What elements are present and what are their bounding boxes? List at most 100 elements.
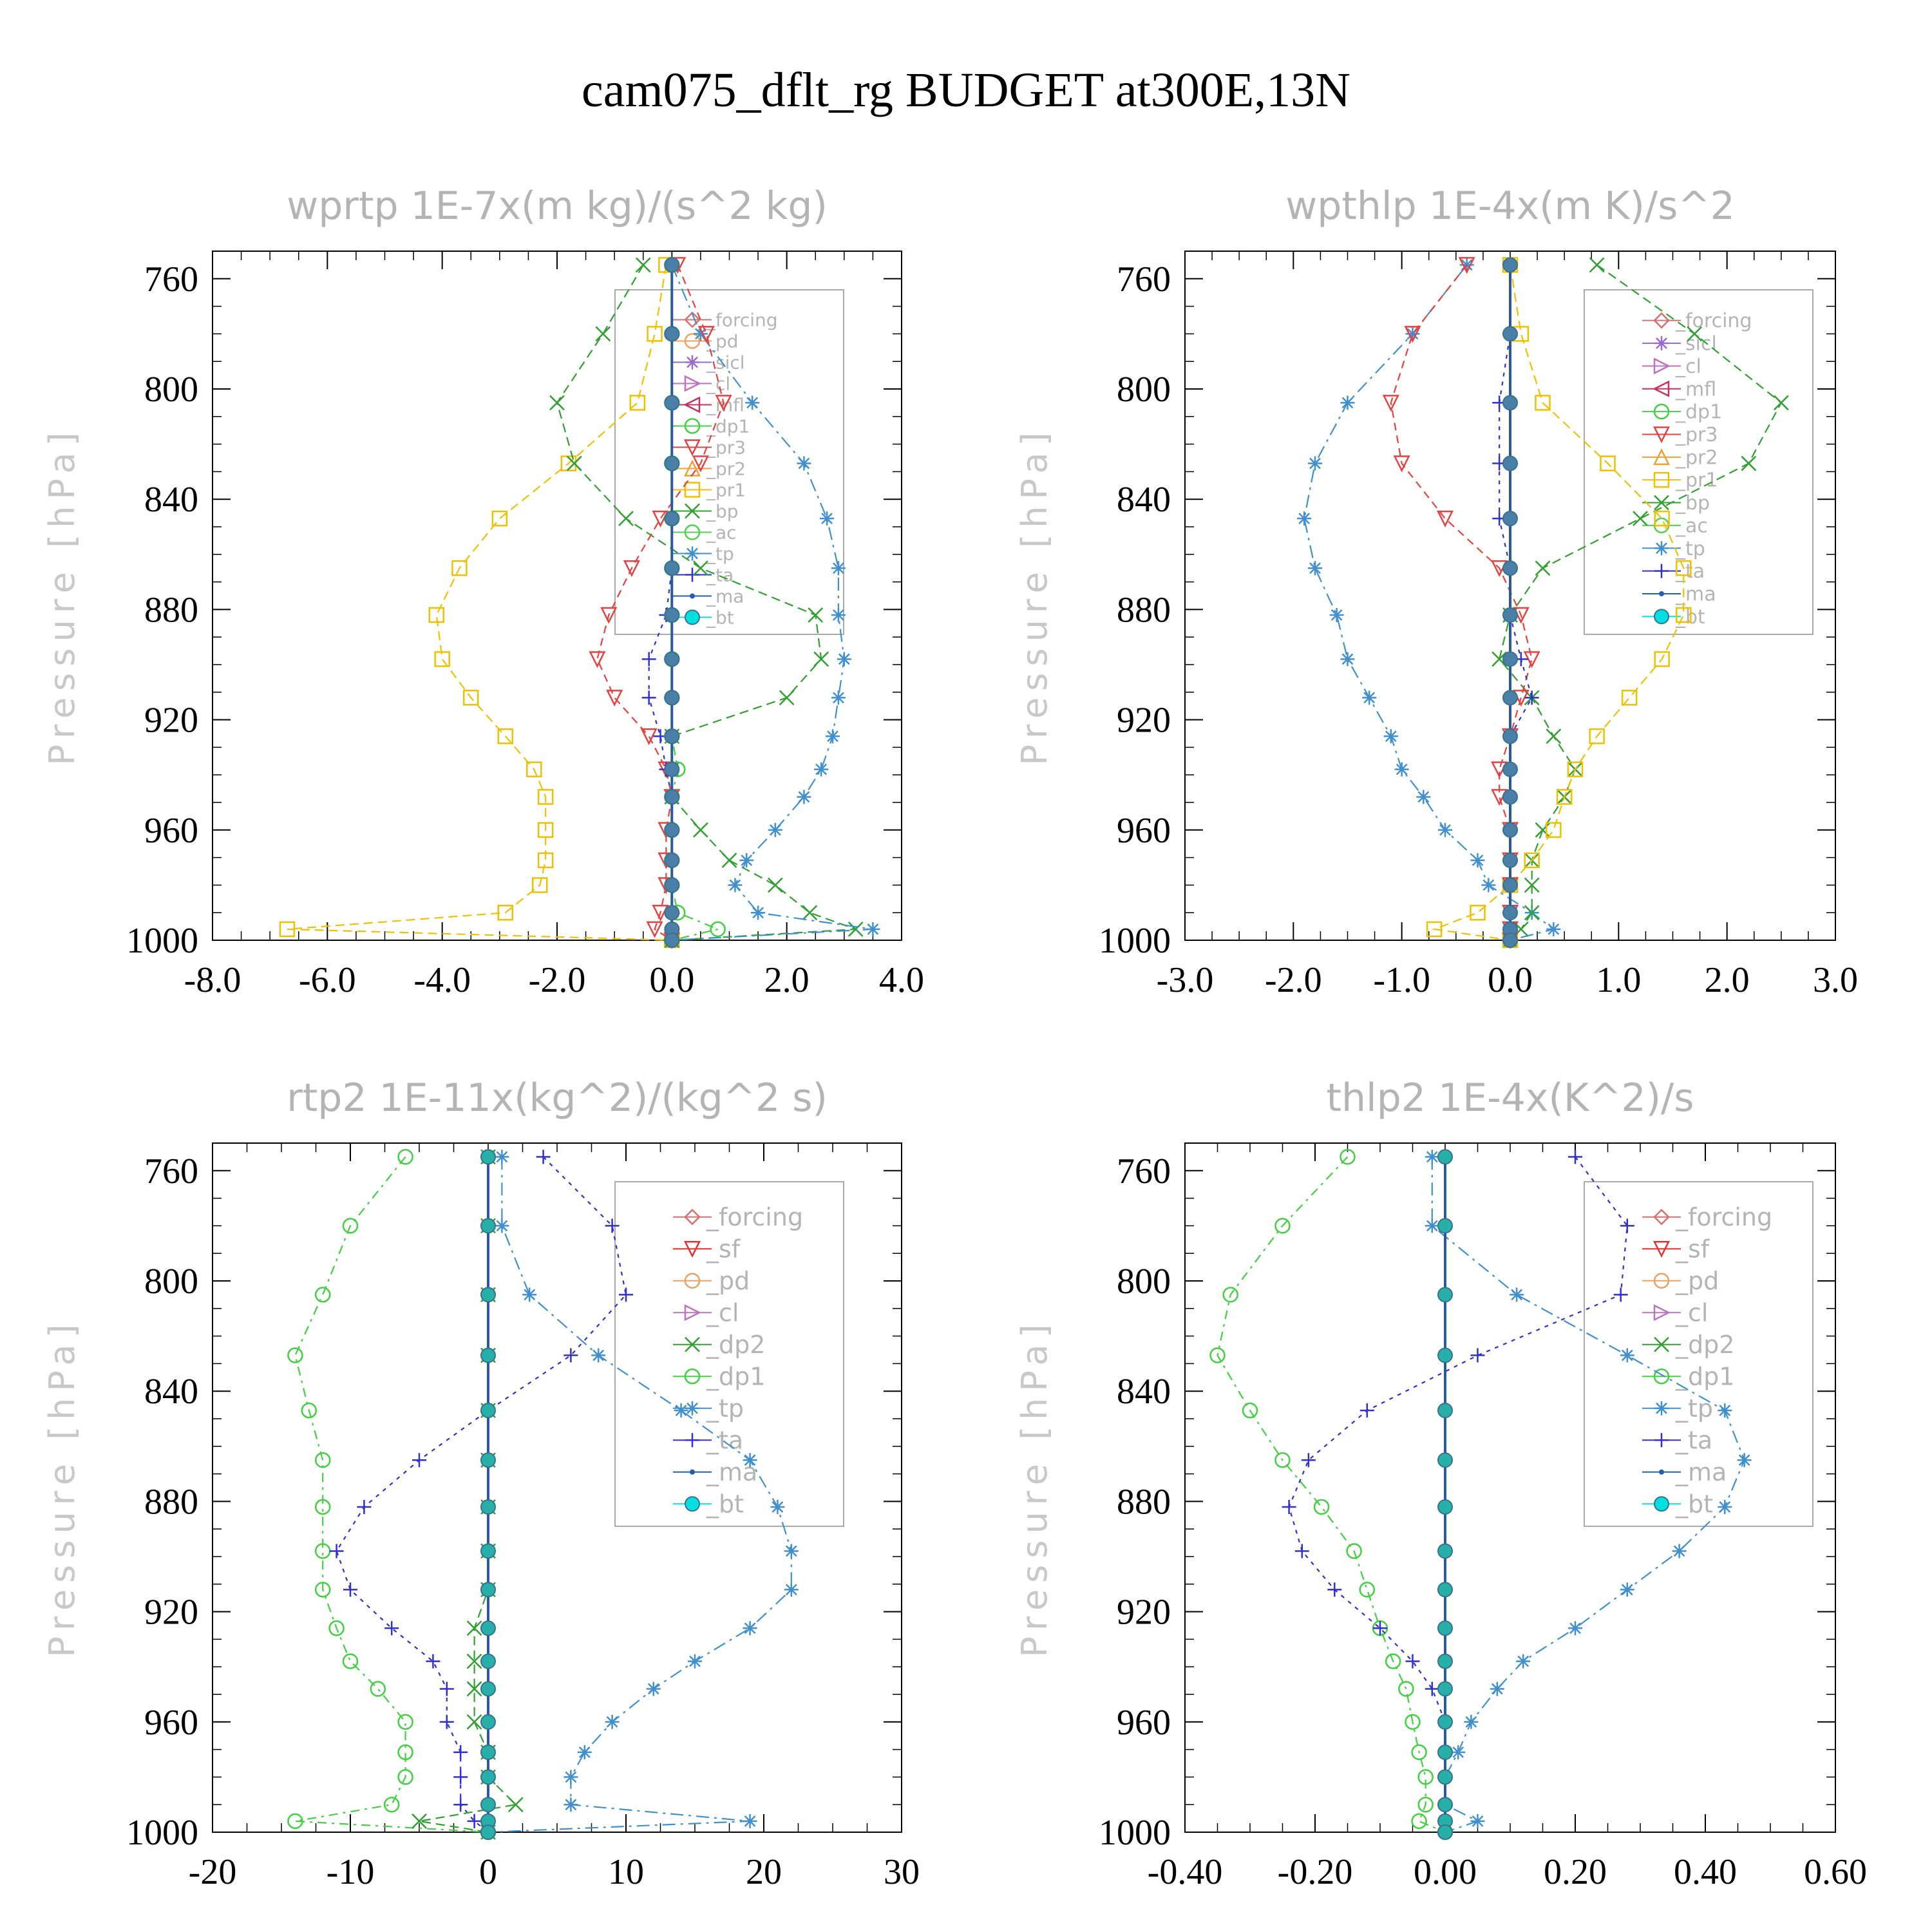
data-point-bt (664, 852, 680, 868)
legend-swatch-marker (684, 1208, 701, 1226)
data-point-tp (814, 762, 829, 777)
data-point-dp1 (710, 921, 726, 938)
legend-swatch-marker (685, 355, 699, 370)
series-bt (480, 1149, 496, 1840)
data-point-pr1 (1426, 921, 1443, 938)
legend-entry: _ta (706, 1426, 743, 1455)
x-tick-label: 0.0 (1488, 960, 1533, 1000)
data-point-pr1 (463, 690, 479, 706)
legend-swatch-marker (684, 375, 701, 392)
data-point-pr1 (1524, 852, 1540, 869)
data-point-pr3 (652, 904, 669, 922)
data-point-bt (1437, 1681, 1453, 1697)
legend-swatch-marker (1653, 448, 1671, 466)
data-point-pr1 (526, 761, 542, 777)
legend-entry: _pd (706, 330, 739, 352)
x-tick-label: 0.0 (649, 960, 694, 1000)
y-tick-label: 960 (144, 1703, 198, 1743)
y-tick-label: 960 (144, 811, 198, 851)
legend-swatch-marker (1653, 471, 1670, 488)
data-point-bt (1437, 1744, 1453, 1760)
data-point-bt (1502, 257, 1518, 273)
x-tick-label: -3.0 (1157, 960, 1214, 1000)
data-point-tp (1340, 652, 1355, 667)
data-point-ta (329, 1544, 344, 1558)
data-point-pr1 (1470, 904, 1486, 921)
data-point-bp (1546, 728, 1562, 744)
data-point-bt (1437, 1543, 1453, 1559)
x-tick-label: -2.0 (529, 960, 586, 1000)
x-tick-label: 2.0 (1705, 960, 1750, 1000)
data-point-tp (1481, 878, 1496, 893)
data-point-tp (1438, 822, 1452, 837)
x-tick-label: 0 (479, 1852, 497, 1892)
data-point-bp (595, 326, 611, 342)
data-point-dp1 (328, 1620, 345, 1636)
data-point-bt (1437, 1824, 1453, 1840)
data-point-tp (1425, 1218, 1439, 1233)
data-point-bt (1502, 905, 1518, 921)
data-point-pr1 (451, 560, 468, 576)
data-point-tp (1297, 511, 1312, 526)
data-point-ta (343, 1582, 357, 1597)
legend-swatch-marker (685, 1401, 699, 1416)
legend-swatch-marker (685, 503, 700, 519)
data-point-bp (1589, 257, 1605, 273)
data-point-tp (797, 790, 811, 804)
data-point-bp (1535, 822, 1551, 838)
data-point-pr1 (1654, 651, 1670, 667)
x-tick-label: -1.0 (1373, 960, 1430, 1000)
data-point-bp (566, 455, 582, 471)
data-point-pr3 (1382, 395, 1399, 412)
data-point-pr1 (629, 395, 646, 411)
data-point-tp (743, 1453, 757, 1468)
data-point-tp (522, 1287, 537, 1302)
data-point-dp2 (412, 1813, 427, 1829)
legend-swatch-marker (1653, 1208, 1670, 1226)
data-point-pr1 (560, 455, 577, 471)
data-point-bt (664, 455, 680, 471)
legend-swatch-marker (1653, 357, 1671, 375)
data-point-tp (1383, 729, 1398, 744)
data-point-ta (426, 1654, 440, 1669)
data-point-pr3 (1393, 455, 1410, 473)
data-point-tp (1718, 1499, 1732, 1514)
legend-swatch-marker (1654, 564, 1669, 578)
data-point-bt (480, 1653, 496, 1669)
data-point-tp (768, 822, 782, 837)
data-point-bp (1633, 511, 1648, 527)
data-point-ta (439, 1681, 454, 1696)
x-tick-label: 2.0 (764, 960, 810, 1000)
legend-swatch-marker (684, 1273, 701, 1289)
data-point-tp (495, 1150, 509, 1164)
data-point-ta (1620, 1218, 1634, 1233)
data-point-bt (1502, 789, 1518, 805)
data-point-bt (664, 690, 680, 706)
legend-entry: _dp1 (706, 1363, 765, 1391)
data-point-pr1 (537, 822, 554, 838)
data-point-tp (674, 1403, 688, 1418)
data-point-tp (646, 1681, 661, 1696)
y-axis-label: Pressure [hPa] (42, 1318, 82, 1657)
data-point-pr1 (497, 728, 513, 744)
data-point-bt (664, 511, 680, 527)
data-point-tp (1546, 922, 1561, 936)
data-point-dp1 (1411, 1744, 1427, 1761)
legend-swatch-marker (1654, 1336, 1669, 1352)
series-line-tp (1303, 264, 1555, 942)
data-point-bt (664, 607, 680, 623)
data-point-pr3 (600, 607, 618, 624)
legend-entry: _tp (706, 543, 734, 564)
legend-entry: _tp (706, 1394, 744, 1423)
data-point-pr3 (652, 510, 669, 527)
data-point-bt (1502, 395, 1518, 411)
legend-entry: _cl (1675, 1299, 1708, 1327)
data-point-bt (664, 560, 680, 576)
legend-entry: _dp2 (706, 1331, 765, 1359)
x-tick-label: -0.40 (1148, 1852, 1223, 1892)
legend-swatch-marker (1653, 426, 1671, 444)
y-tick-label: 920 (144, 701, 198, 741)
legend-entry: _pr1 (1675, 469, 1718, 492)
data-point-tp (1620, 1348, 1634, 1363)
legend-swatch-marker (1659, 1469, 1664, 1475)
